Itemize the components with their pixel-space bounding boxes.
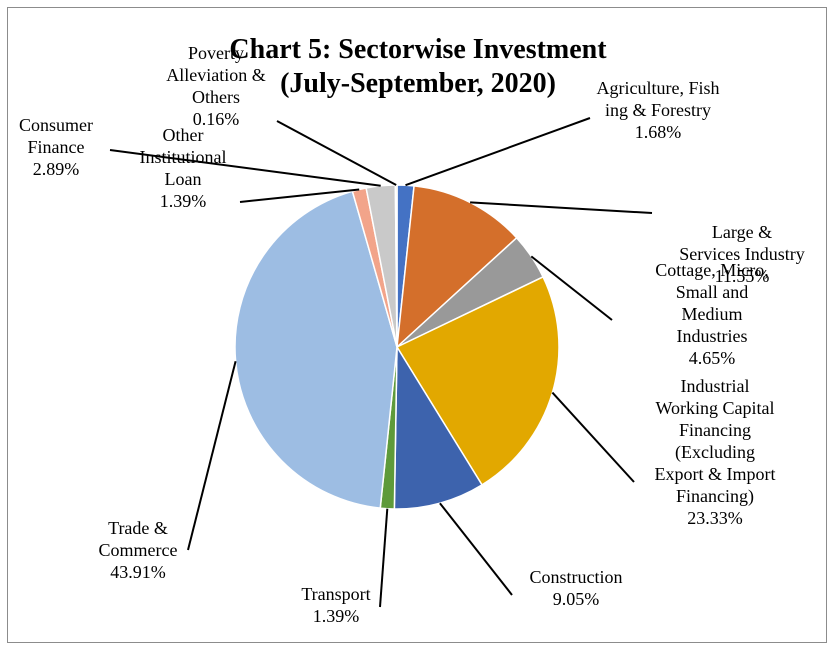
leader-line bbox=[239, 188, 360, 203]
data-label-line: Poverty bbox=[188, 43, 244, 63]
data-label: Other Institutional Loan 1.39% bbox=[140, 125, 227, 211]
data-label-line: Construction bbox=[530, 567, 623, 587]
leader-line bbox=[109, 149, 381, 187]
data-label-line: Others bbox=[192, 87, 240, 107]
leader-line bbox=[439, 502, 513, 596]
data-label-line: 2.89% bbox=[33, 159, 80, 179]
data-label-line: 9.05% bbox=[553, 589, 600, 609]
leader-line bbox=[187, 360, 237, 551]
data-label-line: Large & bbox=[712, 222, 772, 242]
data-label-line: Medium bbox=[682, 304, 743, 324]
data-label-line: 23.33% bbox=[687, 508, 743, 528]
data-label: Large & Services Industry 11.55% bbox=[679, 222, 804, 286]
data-label-line: Services Industry bbox=[679, 244, 804, 264]
pie-slice bbox=[395, 275, 560, 486]
data-label: Agriculture, Fish ing & Forestry 1.68% bbox=[597, 78, 720, 142]
pie-slice bbox=[393, 344, 484, 510]
data-label-line: 1.39% bbox=[160, 191, 207, 211]
pie-slices bbox=[234, 184, 560, 510]
data-label: Industrial Working Capital Financing (Exclu… bbox=[655, 376, 776, 528]
data-label-line: Trade & bbox=[108, 518, 168, 538]
data-label-line: Loan bbox=[165, 169, 202, 189]
chart-title: Chart 5: Sectorwise Investment bbox=[229, 34, 607, 65]
data-label-line: Industrial bbox=[681, 376, 750, 396]
leader-line bbox=[276, 120, 397, 186]
data-label: Cottage, Micro, Small and Medium Industries… bbox=[655, 260, 768, 368]
data-label-line: Other bbox=[163, 125, 204, 145]
data-label-line: ing & Forestry bbox=[605, 100, 711, 120]
data-label-line: Transport bbox=[301, 584, 370, 604]
data-label-line: Finance bbox=[28, 137, 85, 157]
data-label-line: Export & Import bbox=[655, 464, 776, 484]
data-label-line: 1.68% bbox=[635, 122, 682, 142]
leader-line bbox=[551, 391, 635, 483]
data-label: Trade & Commerce 43.91% bbox=[99, 518, 178, 582]
data-label-line: 11.55% bbox=[715, 266, 770, 286]
data-label: Transport 1.39% bbox=[301, 584, 370, 626]
leader-line bbox=[470, 201, 653, 214]
data-label-line: Commerce bbox=[99, 540, 178, 560]
data-label-line: Financing) bbox=[676, 486, 754, 507]
data-label: Poverty Alleviation & Others 0.16% bbox=[166, 43, 265, 129]
leader-line bbox=[530, 255, 613, 321]
data-label-line: Financing bbox=[679, 420, 751, 440]
data-labels: Agriculture, Fish ing & Forestry 1.68% Larg… bbox=[19, 43, 805, 626]
leader-lines bbox=[109, 117, 653, 608]
data-label-line: Cottage, Micro, bbox=[655, 260, 768, 280]
chart-subtitle: (July-September, 2020) bbox=[280, 68, 556, 99]
leader-line bbox=[379, 508, 389, 608]
data-label: Construction 9.05% bbox=[530, 567, 623, 609]
data-label-line: Alleviation & bbox=[166, 65, 265, 85]
data-label-line: 43.91% bbox=[110, 562, 166, 582]
data-label-line: (Excluding bbox=[675, 442, 755, 463]
data-label-line: Institutional bbox=[140, 147, 227, 167]
data-label: Consumer Finance 2.89% bbox=[19, 115, 93, 179]
data-label-line: Industries bbox=[677, 326, 748, 346]
leader-line bbox=[405, 117, 591, 187]
data-label-line: Agriculture, Fish bbox=[597, 78, 720, 98]
data-label-line: Small and bbox=[676, 282, 749, 302]
data-label-line: 1.39% bbox=[313, 606, 360, 626]
data-label-line: 4.65% bbox=[689, 348, 736, 368]
data-label-line: Consumer bbox=[19, 115, 93, 135]
pie-slice bbox=[234, 190, 398, 509]
data-label-line: Working Capital bbox=[655, 398, 774, 418]
data-label-line: 0.16% bbox=[193, 109, 240, 129]
